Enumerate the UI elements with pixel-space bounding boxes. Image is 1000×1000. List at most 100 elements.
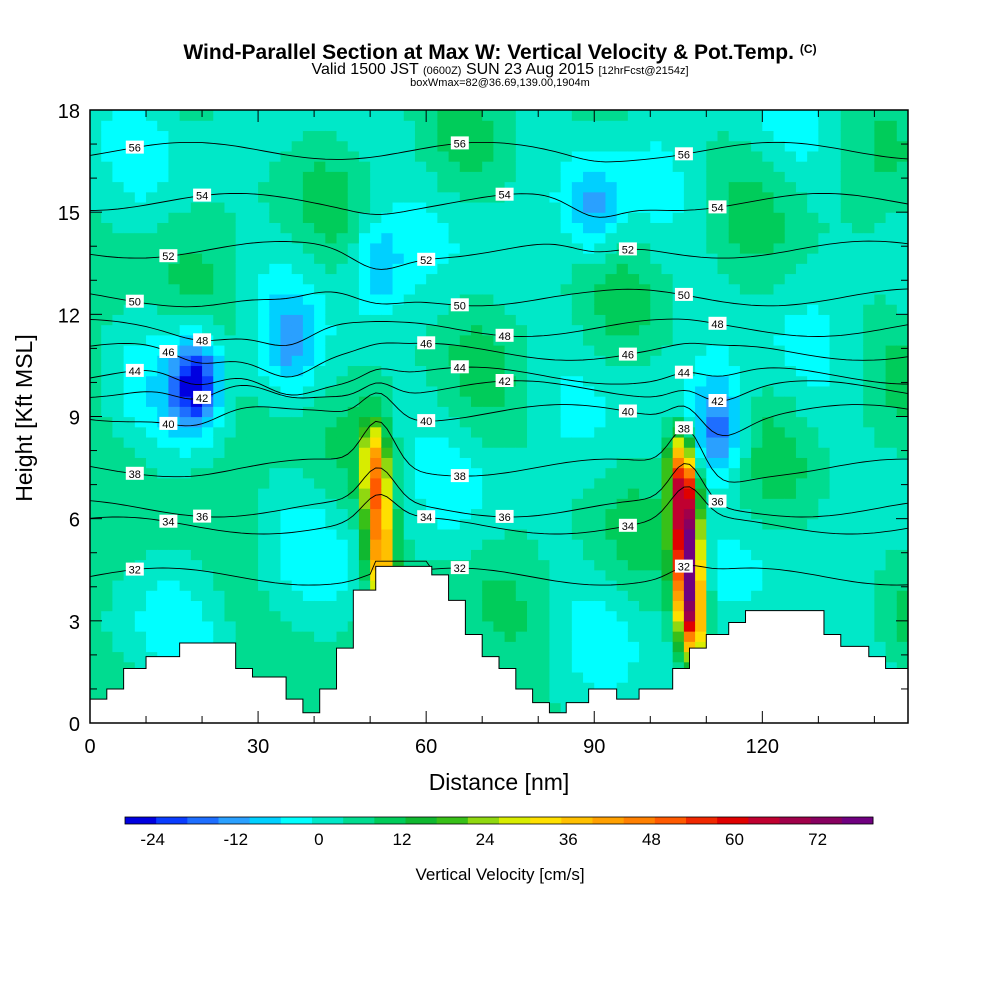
- w-cell: [202, 181, 214, 193]
- w-cell: [762, 396, 775, 407]
- w-cell: [347, 365, 360, 377]
- w-cell: [627, 150, 640, 162]
- w-cell: [616, 253, 629, 264]
- isentrope-label-bg: [193, 188, 212, 202]
- w-cell: [874, 120, 887, 132]
- w-cell: [381, 334, 394, 346]
- w-cell: [291, 273, 304, 285]
- w-cell: [157, 488, 170, 499]
- w-cell: [235, 447, 248, 458]
- w-cell: [258, 651, 270, 663]
- w-cell: [90, 436, 102, 448]
- w-cell: [728, 447, 741, 458]
- w-cell: [381, 539, 394, 550]
- w-cell: [560, 232, 573, 244]
- w-cell: [90, 253, 102, 264]
- w-cell: [717, 222, 730, 234]
- w-cell: [146, 232, 158, 244]
- w-cell: [739, 549, 752, 561]
- w-cell: [616, 590, 629, 601]
- w-cell: [482, 334, 494, 346]
- w-cell: [224, 539, 237, 550]
- w-cell: [325, 324, 338, 336]
- w-cell: [168, 447, 181, 458]
- w-cell: [639, 161, 651, 172]
- w-cell: [134, 212, 147, 223]
- w-cell: [146, 467, 158, 479]
- w-cell: [213, 539, 226, 550]
- w-cell: [762, 273, 775, 285]
- w-cell: [146, 600, 158, 612]
- w-cell: [661, 396, 674, 407]
- w-cell: [639, 671, 651, 683]
- w-cell: [549, 498, 562, 510]
- w-cell: [515, 273, 528, 285]
- w-cell: [325, 110, 338, 121]
- w-cell: [807, 569, 819, 581]
- w-cell: [493, 201, 506, 213]
- w-cell: [426, 447, 438, 458]
- w-cell: [784, 304, 797, 315]
- w-cell: [403, 283, 416, 295]
- w-cell: [101, 631, 114, 642]
- w-cell: [370, 477, 382, 489]
- w-cell: [392, 283, 405, 295]
- w-cell: [627, 426, 640, 438]
- w-cell: [459, 416, 472, 428]
- w-cell: [325, 610, 338, 622]
- w-cell: [661, 161, 674, 172]
- w-cell: [358, 488, 371, 499]
- w-cell: [269, 232, 282, 244]
- w-cell: [571, 477, 584, 489]
- w-cell: [470, 385, 483, 397]
- w-cell: [381, 518, 394, 530]
- w-cell: [470, 201, 483, 213]
- w-cell: [448, 181, 461, 193]
- w-cell: [560, 242, 573, 254]
- w-cell: [560, 120, 573, 132]
- w-cell: [504, 467, 517, 479]
- w-cell: [515, 508, 528, 520]
- w-cell: [314, 620, 326, 632]
- w-cell: [325, 641, 338, 653]
- w-cell: [751, 385, 763, 397]
- w-cell: [538, 150, 551, 162]
- w-cell: [358, 171, 371, 183]
- w-cell: [358, 355, 371, 367]
- w-cell: [616, 569, 629, 581]
- w-cell: [336, 314, 349, 326]
- w-cell: [291, 130, 304, 142]
- w-cell: [639, 171, 651, 183]
- w-cell: [751, 375, 763, 387]
- w-cell: [403, 140, 416, 152]
- w-cell: [874, 436, 887, 448]
- w-cell: [829, 222, 842, 234]
- w-cell: [258, 242, 270, 254]
- w-cell: [639, 293, 651, 305]
- w-cell: [840, 304, 853, 315]
- w-cell: [605, 569, 618, 581]
- w-cell: [459, 477, 472, 489]
- w-cell: [874, 140, 887, 152]
- w-cell: [302, 406, 315, 418]
- w-cell: [90, 161, 102, 172]
- w-cell: [527, 232, 539, 244]
- w-cell: [235, 181, 248, 193]
- w-cell: [829, 304, 842, 315]
- w-cell: [90, 212, 102, 223]
- w-cell: [482, 191, 494, 203]
- w-cell: [246, 447, 259, 458]
- w-cell: [583, 201, 595, 213]
- w-cell: [258, 467, 270, 479]
- y-tick-label: 18: [58, 101, 80, 123]
- w-cell: [885, 304, 898, 315]
- w-cell: [515, 467, 528, 479]
- w-cell: [123, 436, 136, 448]
- w-cell: [493, 416, 506, 428]
- w-cell: [258, 569, 270, 581]
- w-cell: [336, 150, 349, 162]
- w-cell: [650, 150, 663, 162]
- w-cell: [291, 120, 304, 132]
- w-cell: [112, 253, 125, 264]
- w-cell: [370, 375, 382, 387]
